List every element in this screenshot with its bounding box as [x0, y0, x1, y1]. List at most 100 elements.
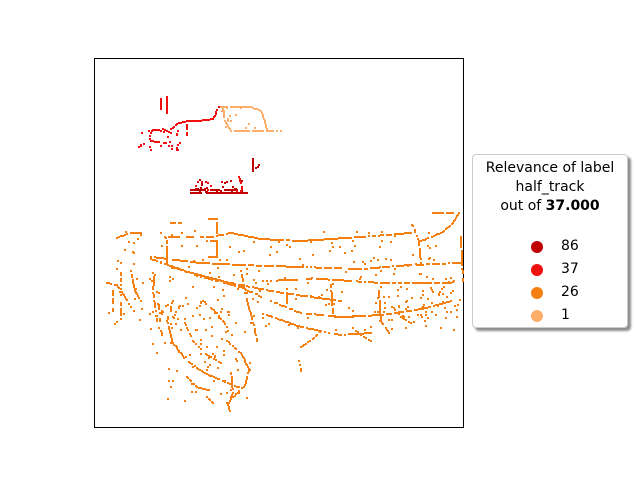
relevance-pixel — [370, 267, 372, 269]
relevance-pixel — [307, 282, 309, 284]
relevance-pixel — [120, 235, 122, 237]
relevance-pixel — [153, 282, 155, 284]
relevance-pixel — [153, 296, 155, 298]
relevance-pixel — [196, 273, 198, 275]
relevance-pixel — [154, 306, 156, 308]
relevance-pixel — [190, 261, 192, 263]
relevance-pixel — [216, 252, 218, 254]
relevance-pixel — [141, 308, 143, 310]
legend-label: 1 — [561, 307, 570, 323]
relevance-pixel — [400, 316, 402, 318]
relevance-pixel — [241, 188, 243, 190]
relevance-pixel — [356, 333, 358, 335]
relevance-pixel — [170, 306, 172, 308]
relevance-pixel — [205, 181, 207, 183]
relevance-pixel — [108, 282, 110, 284]
relevance-pixel — [234, 130, 236, 132]
relevance-pixel — [166, 100, 168, 102]
relevance-pixel — [332, 246, 334, 248]
relevance-pixel — [118, 287, 120, 289]
relevance-pixel — [130, 270, 132, 272]
relevance-pixel — [350, 316, 352, 318]
relevance-pixel — [429, 247, 431, 249]
relevance-pixel — [238, 386, 240, 388]
relevance-pixel — [272, 130, 274, 132]
relevance-pixel — [258, 238, 260, 240]
relevance-pixel — [320, 330, 322, 332]
relevance-pixel — [330, 238, 332, 240]
relevance-pixel — [352, 333, 354, 335]
relevance-pixel — [162, 128, 164, 130]
relevance-pixel — [198, 346, 200, 348]
relevance-pixel — [392, 265, 394, 267]
relevance-pixel — [116, 284, 118, 286]
relevance-pixel — [236, 192, 238, 194]
relevance-pixel — [406, 282, 408, 284]
relevance-pixel — [314, 297, 316, 299]
relevance-pixel — [240, 234, 242, 236]
relevance-pixel — [404, 264, 406, 266]
relevance-pixel — [173, 126, 175, 128]
relevance-pixel — [247, 304, 249, 306]
relevance-pixel — [221, 308, 223, 310]
relevance-pixel — [186, 128, 188, 130]
relevance-pixel — [164, 263, 166, 265]
relevance-pixel — [248, 130, 250, 132]
relevance-pixel — [312, 328, 314, 330]
relevance-pixel — [246, 364, 248, 366]
relevance-pixel — [316, 329, 318, 331]
relevance-pixel — [187, 377, 189, 379]
relevance-pixel — [154, 129, 156, 131]
relevance-pixel — [368, 315, 370, 317]
relevance-pixel — [149, 135, 151, 137]
relevance-pixel — [156, 352, 158, 354]
relevance-pixel — [424, 282, 426, 284]
relevance-pixel — [166, 260, 168, 262]
relevance-pixel — [184, 318, 186, 320]
relevance-pixel — [333, 303, 335, 305]
relevance-pixel — [229, 410, 231, 412]
legend-title: Relevance of label half_track out of 37.… — [473, 159, 627, 216]
relevance-pixel — [246, 268, 248, 270]
relevance-pixel — [166, 248, 168, 250]
relevance-pixel — [226, 233, 228, 235]
relevance-pixel — [246, 397, 248, 399]
relevance-pixel — [258, 288, 260, 290]
relevance-pixel — [360, 268, 362, 270]
relevance-pixel — [229, 400, 231, 402]
relevance-pixel — [159, 312, 161, 314]
relevance-pixel — [252, 286, 254, 288]
relevance-pixel — [453, 329, 455, 331]
relevance-pixel — [302, 266, 304, 268]
relevance-pixel — [375, 302, 377, 304]
relevance-pixel — [297, 327, 299, 329]
relevance-pixel — [295, 298, 297, 300]
relevance-pixel — [370, 315, 372, 317]
relevance-pixel — [173, 317, 175, 319]
relevance-pixel — [206, 389, 208, 391]
relevance-pixel — [262, 116, 264, 118]
relevance-pixel — [258, 109, 260, 111]
relevance-pixel — [381, 231, 383, 233]
relevance-pixel — [424, 307, 426, 309]
relevance-pixel — [340, 267, 342, 269]
relevance-pixel — [270, 246, 272, 248]
relevance-pixel — [213, 376, 215, 378]
relevance-pixel — [311, 277, 313, 279]
relevance-pixel — [382, 234, 384, 236]
relevance-pixel — [346, 280, 348, 282]
relevance-pixel — [276, 130, 278, 132]
relevance-pixel — [338, 316, 340, 318]
relevance-pixel — [370, 332, 372, 334]
relevance-pixel — [222, 263, 224, 265]
relevance-pixel — [394, 312, 396, 314]
relevance-pixel — [120, 288, 122, 290]
relevance-pixel — [306, 295, 308, 297]
relevance-pixel — [200, 120, 202, 122]
relevance-pixel — [248, 123, 250, 125]
relevance-pixel — [208, 192, 210, 194]
relevance-pixel — [245, 382, 247, 384]
relevance-pixel — [434, 212, 436, 214]
relevance-pixel — [296, 294, 298, 296]
relevance-pixel — [418, 308, 420, 310]
